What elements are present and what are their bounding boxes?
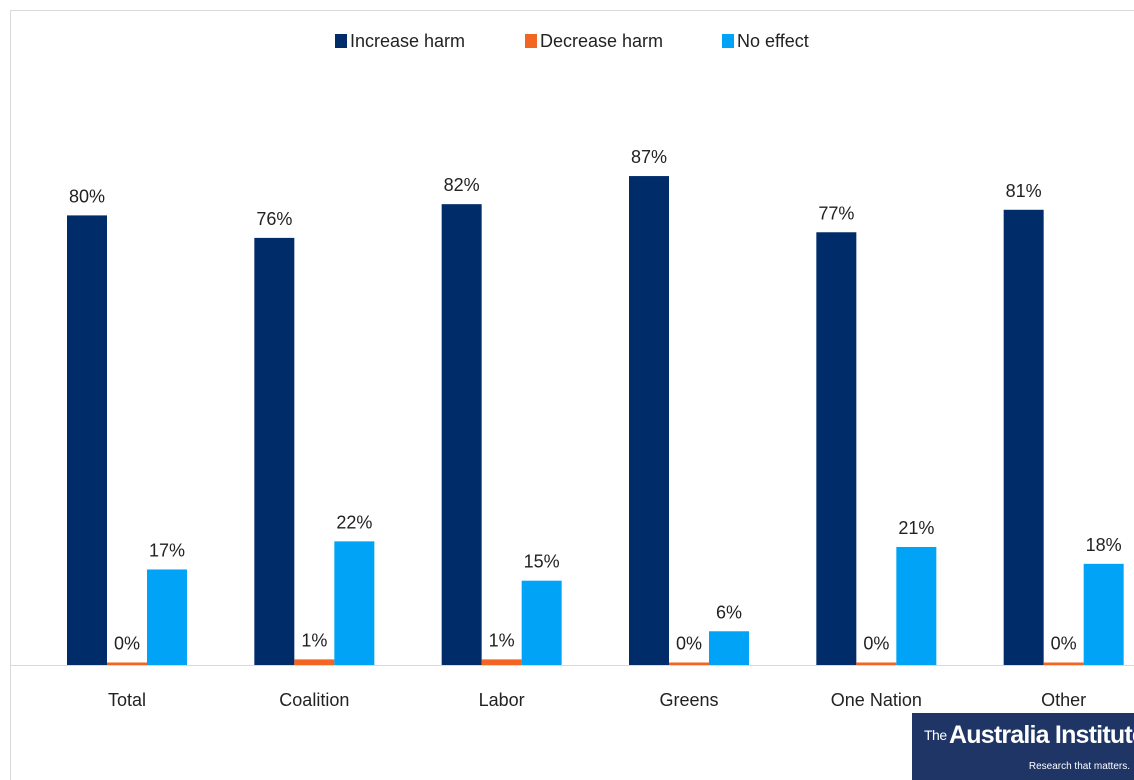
data-label: 87% bbox=[631, 147, 667, 167]
bar-decrease-harm bbox=[481, 659, 522, 665]
data-label: 80% bbox=[69, 186, 105, 206]
bar-decrease-harm bbox=[669, 662, 709, 665]
data-label: 17% bbox=[149, 540, 185, 560]
x-tick-label: Labor bbox=[479, 690, 525, 710]
bar-no-effect bbox=[334, 541, 375, 665]
legend-swatch bbox=[722, 34, 734, 48]
data-label: 77% bbox=[818, 203, 854, 223]
bar-increase-harm bbox=[67, 215, 107, 665]
logo-prefix: The bbox=[924, 727, 947, 743]
data-label: 1% bbox=[489, 630, 515, 650]
logo-name: Australia Institute bbox=[949, 721, 1134, 749]
x-tick-label: Coalition bbox=[279, 690, 349, 710]
x-tick-label: Total bbox=[108, 690, 146, 710]
data-label: 0% bbox=[114, 634, 140, 654]
legend-label: No effect bbox=[737, 31, 809, 51]
x-tick-label: Greens bbox=[659, 690, 718, 710]
data-label: 82% bbox=[444, 175, 480, 195]
australia-institute-logo: The Australia Institute Research that ma… bbox=[912, 713, 1134, 780]
bar-no-effect bbox=[147, 569, 187, 665]
chart-frame bbox=[10, 10, 1134, 780]
data-label: 1% bbox=[301, 630, 327, 650]
bar-decrease-harm bbox=[107, 662, 147, 665]
bar-increase-harm bbox=[816, 232, 857, 665]
data-label: 0% bbox=[676, 634, 702, 654]
legend-swatch bbox=[525, 34, 537, 48]
bar-decrease-harm bbox=[294, 659, 335, 665]
x-tick-label: One Nation bbox=[831, 690, 922, 710]
legend-label: Decrease harm bbox=[540, 31, 663, 51]
bar-increase-harm bbox=[254, 237, 295, 665]
bar-no-effect bbox=[709, 631, 749, 665]
data-label: 0% bbox=[863, 634, 889, 654]
data-label: 15% bbox=[524, 552, 560, 572]
data-label: 0% bbox=[1051, 634, 1077, 654]
bar-decrease-harm bbox=[1043, 662, 1084, 665]
logo-tagline: Research that matters. bbox=[1028, 761, 1130, 772]
bar-increase-harm bbox=[629, 176, 669, 665]
x-tick-label: Other bbox=[1041, 690, 1086, 710]
bar-decrease-harm bbox=[856, 662, 897, 665]
data-label: 81% bbox=[1006, 181, 1042, 201]
data-label: 21% bbox=[898, 518, 934, 538]
bar-no-effect bbox=[521, 580, 562, 665]
legend-swatch bbox=[335, 34, 347, 48]
bar-no-effect bbox=[1083, 563, 1124, 665]
data-label: 18% bbox=[1086, 535, 1122, 555]
data-label: 76% bbox=[256, 209, 292, 229]
legend-label: Increase harm bbox=[350, 31, 465, 51]
data-label: 6% bbox=[716, 602, 742, 622]
bar-no-effect bbox=[896, 546, 937, 665]
bar-increase-harm bbox=[441, 204, 482, 665]
data-label: 22% bbox=[336, 512, 372, 532]
bar-increase-harm bbox=[1003, 209, 1044, 665]
